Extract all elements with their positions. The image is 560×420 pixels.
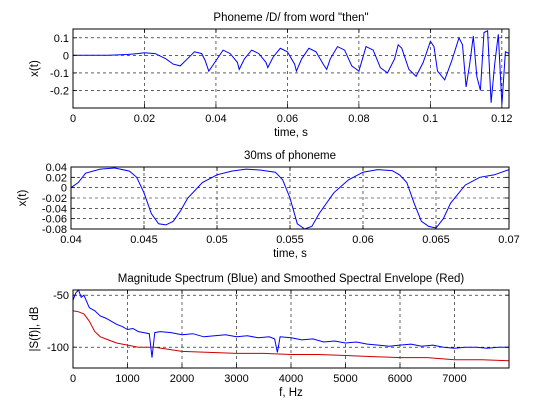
x-tick-label: 1000 (115, 373, 139, 385)
panel-phoneme-30ms: 0.04 0.045 0.05 0.055 0.06 0.065 0.070.040.020… (17, 150, 520, 260)
y-tick-label: -0.02 (42, 193, 67, 205)
x-tick-label: 0.045 (130, 234, 158, 246)
x-axis-label: time, s (273, 248, 307, 260)
y-tick-label: 0.04 (46, 162, 67, 174)
plot-area (73, 29, 509, 108)
y-tick-label: 0 (63, 50, 69, 62)
y-tick-label: -0.2 (50, 85, 69, 97)
y-tick-label: -100 (47, 342, 69, 354)
x-axis-label: f, Hz (279, 387, 303, 399)
x-tick-label: 0.06 (352, 234, 373, 246)
y-tick-label: -0.04 (42, 203, 67, 215)
y-tick-label: 0.02 (46, 172, 67, 184)
x-tick-label: 7000 (442, 373, 466, 385)
x-tick-label: 0.08 (348, 113, 369, 125)
panel-spectrum: 0 1000 2000 3000 4000 5000 6000 7000 -50 -100 Magn… (29, 273, 510, 399)
x-tick-label: 4000 (279, 373, 303, 385)
axes-frame (72, 28, 510, 109)
y-tick-label: -50 (53, 290, 69, 302)
x-tick-label: 2000 (170, 373, 194, 385)
x-tick-label: 0.055 (276, 234, 304, 246)
series-line-0 (70, 167, 510, 230)
x-tick-label: 3000 (224, 373, 248, 385)
x-tick-label: 0.05 (206, 234, 227, 246)
series-line-0 (72, 289, 509, 358)
x-tick-label: 0 (70, 373, 76, 385)
chart-title: Magnitude Spectrum (Blue) and Smoothed S… (118, 273, 465, 285)
y-tick-label: 0 (61, 183, 67, 195)
x-tick-label: 6000 (388, 373, 412, 385)
chart-title: 30ms of phoneme (244, 150, 336, 162)
chart-title: Phoneme /D/ from word "then" (213, 12, 368, 24)
y-axis-label: x(t) (17, 190, 29, 207)
x-tick-label: 0.02 (134, 113, 155, 125)
y-axis-label: x(t) (29, 60, 41, 77)
y-tick-label: -0.06 (42, 214, 67, 226)
series-line-0 (73, 30, 510, 105)
x-tick-label: 0.12 (491, 113, 512, 125)
y-tick-label: -0.08 (42, 224, 67, 236)
x-tick-label: 0.04 (60, 234, 81, 246)
x-tick-label: 0 (70, 113, 76, 125)
x-tick-label: 0.065 (422, 234, 450, 246)
x-tick-label: 0.04 (205, 113, 226, 125)
panel-waveform: 0 0.02 0.04 0.06 0.08 0.1 0.12 0.1 0 -0.1 -0.2 Phon… (29, 12, 513, 139)
x-tick-label: 5000 (333, 373, 357, 385)
x-tick-label: 0.06 (277, 113, 298, 125)
y-axis-label: |S(f)|, dB (29, 306, 41, 351)
series-line-1 (72, 310, 510, 362)
x-tick-label: 0.07 (498, 234, 519, 246)
x-axis-label: time, s (274, 127, 308, 139)
y-tick-label: -0.1 (50, 68, 69, 80)
x-tick-label: 0.1 (423, 113, 438, 125)
y-tick-label: 0.1 (54, 33, 69, 45)
